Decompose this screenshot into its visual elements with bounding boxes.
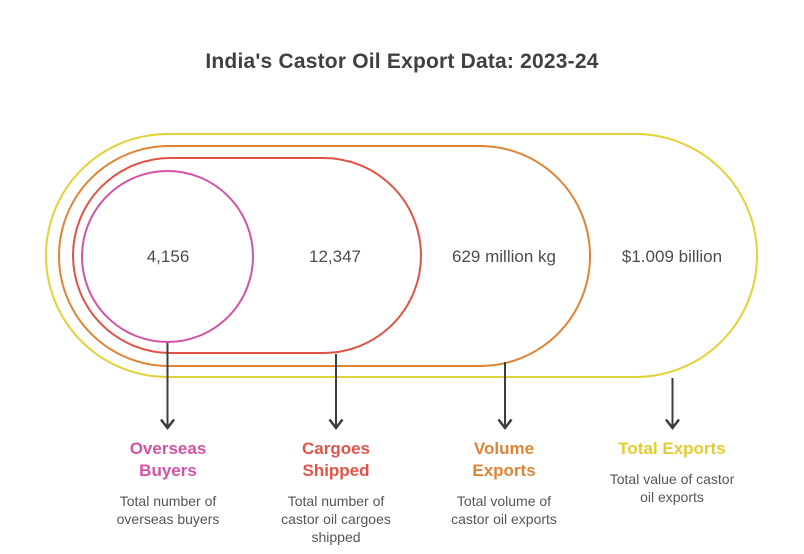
chart-title: India's Castor Oil Export Data: 2023-24 — [205, 50, 599, 73]
value-total-exports: $1.009 billion — [621, 247, 723, 266]
ring-overseas-buyers — [81, 170, 254, 343]
down-arrow-icon — [328, 354, 344, 431]
caption-total-exports: Total Exports Total value of castor oil … — [610, 438, 735, 506]
down-arrow-icon — [665, 378, 680, 431]
ring-total-exports — [45, 133, 758, 378]
ring-volume-exports — [58, 145, 591, 367]
caption-heading: Cargoes Shipped — [301, 439, 371, 480]
caption-cargoes-shipped: Cargoes Shipped Total number of castor o… — [281, 438, 391, 546]
caption-description: Total number of castor oil cargoes shipp… — [281, 493, 391, 545]
ring-cargoes-shipped — [72, 157, 422, 354]
value-cargoes-shipped: 12,347 — [309, 247, 361, 266]
down-arrow-icon — [160, 343, 175, 431]
caption-description: Total volume of castor oil exports — [451, 493, 557, 527]
caption-volume-exports: Volume Exports Total volume of castor oi… — [451, 438, 557, 528]
value-volume-exports: 629 million kg — [452, 247, 556, 266]
caption-overseas-buyers: Overseas Buyers Total number of overseas… — [117, 438, 220, 528]
down-arrow-icon — [497, 362, 513, 431]
caption-heading: Total Exports — [618, 439, 726, 458]
caption-heading: Volume Exports — [472, 439, 536, 480]
caption-description: Total number of overseas buyers — [116, 493, 220, 527]
caption-description: Total value of castor oil exports — [609, 471, 735, 505]
caption-heading: Overseas Buyers — [129, 439, 207, 480]
value-overseas-buyers: 4,156 — [146, 247, 190, 266]
